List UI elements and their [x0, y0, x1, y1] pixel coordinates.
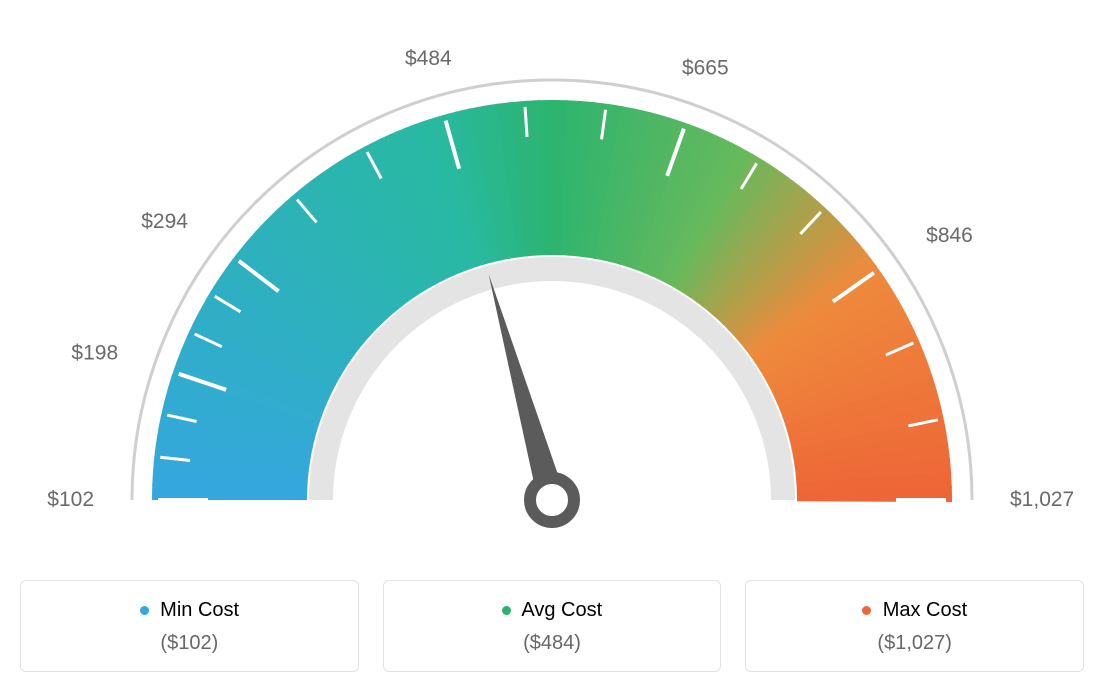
- gauge-band: [152, 100, 952, 502]
- tick-label: $665: [682, 56, 729, 79]
- legend-label-avg: Avg Cost: [521, 599, 602, 621]
- legend-label-min: Min Cost: [160, 599, 239, 621]
- gauge-chart: $102 $198 $294 $484 $665 $846 $1,027: [20, 20, 1084, 560]
- needle-hub: [530, 478, 574, 522]
- legend-value-min: ($102): [31, 632, 348, 655]
- legend-card-max: Max Cost ($1,027): [745, 580, 1084, 672]
- tick-label: $102: [47, 488, 94, 511]
- dot-icon: [140, 606, 149, 615]
- legend-card-avg: Avg Cost ($484): [383, 580, 722, 672]
- tick-label: $1,027: [1010, 488, 1074, 511]
- legend-title-min: Min Cost: [31, 599, 348, 622]
- tick-label: $484: [405, 47, 452, 70]
- gauge-needle: [489, 274, 566, 504]
- tick-label: $846: [926, 224, 973, 247]
- legend-title-max: Max Cost: [756, 599, 1073, 622]
- legend-value-max: ($1,027): [756, 632, 1073, 655]
- legend-card-min: Min Cost ($102): [20, 580, 359, 672]
- tick-label: $294: [141, 210, 188, 233]
- dot-icon: [502, 606, 511, 615]
- gauge-svg: $102 $198 $294 $484 $665 $846 $1,027: [20, 20, 1084, 560]
- dot-icon: [862, 606, 871, 615]
- tick-label: $198: [71, 341, 118, 364]
- legend-title-avg: Avg Cost: [394, 599, 711, 622]
- legend-value-avg: ($484): [394, 632, 711, 655]
- legend-row: Min Cost ($102) Avg Cost ($484) Max Cost…: [20, 580, 1084, 672]
- legend-label-max: Max Cost: [883, 599, 967, 621]
